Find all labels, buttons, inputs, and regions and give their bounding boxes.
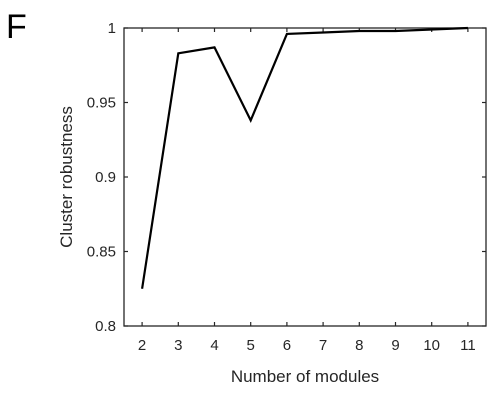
x-tick-label: 10 (423, 337, 440, 354)
x-tick-label: 8 (355, 337, 363, 354)
plot-area: 2 3 4 5 6 7 8 9 10 11 0.8 0.85 0.9 0.95 1 (87, 20, 487, 354)
x-tick-label: 6 (283, 337, 291, 354)
y-tick-label: 1 (108, 20, 116, 37)
x-tick-label: 4 (210, 337, 218, 354)
x-tick-label: 2 (138, 337, 146, 354)
panel-letter: F (6, 8, 27, 46)
x-tick-label: 9 (391, 337, 399, 354)
x-tick-label: 7 (319, 337, 327, 354)
x-tick-label: 3 (174, 337, 182, 354)
y-tick-label: 0.85 (87, 244, 116, 261)
x-tick-label: 5 (247, 337, 255, 354)
axes-box (123, 27, 487, 327)
y-tick-label: 0.95 (87, 95, 116, 112)
series-line (141, 26, 468, 289)
y-tick-label: 0.9 (95, 169, 116, 186)
x-axis-title: Number of modules (231, 367, 379, 386)
y-axis-ticks: 0.8 0.85 0.9 0.95 1 (87, 20, 486, 335)
y-tick-label: 0.8 (95, 318, 116, 335)
x-tick-label: 11 (460, 337, 476, 354)
x-axis-ticks: 2 3 4 5 6 7 8 9 10 11 (138, 28, 476, 354)
y-axis-title: Cluster robustness (57, 106, 76, 248)
